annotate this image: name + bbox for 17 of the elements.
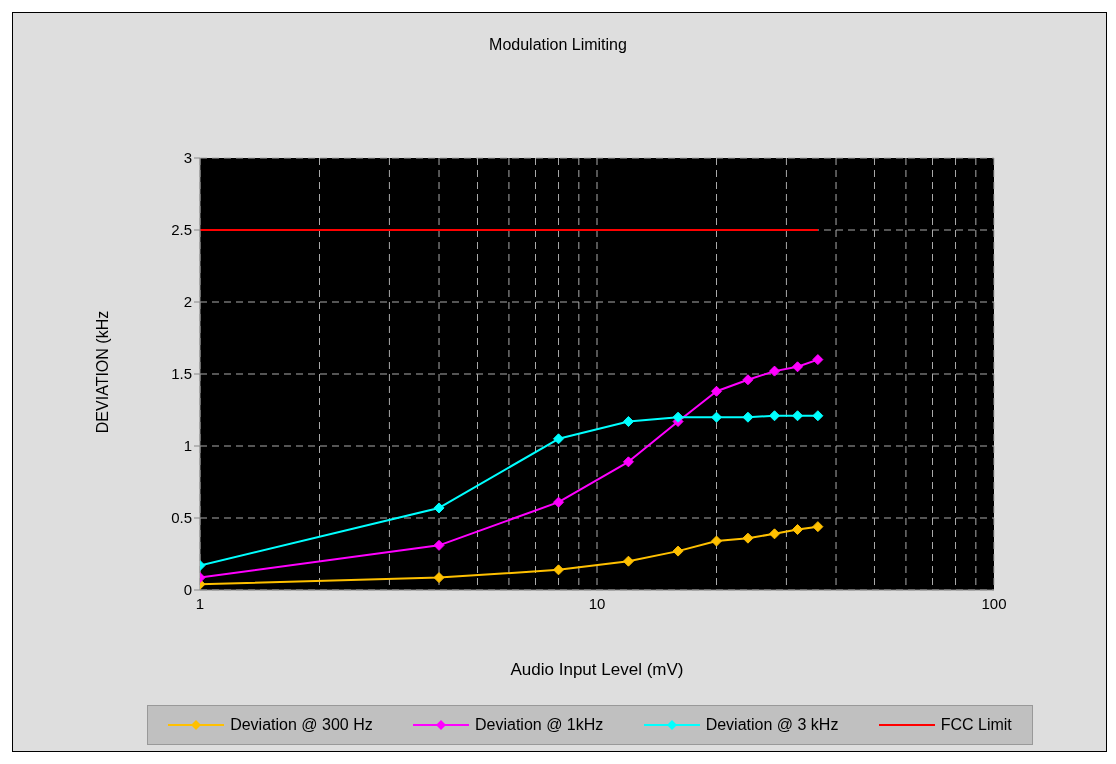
x-tick-label: 10 — [588, 594, 606, 612]
x-axis-title: Audio Input Level (mV) — [509, 660, 685, 680]
legend-label: Deviation @ 1kHz — [475, 716, 604, 734]
legend-label: Deviation @ 300 Hz — [230, 716, 373, 734]
y-tick-label: 3 — [183, 149, 192, 167]
x-tick-label: 1 — [195, 594, 205, 612]
chart-title: Modulation Limiting — [488, 36, 628, 54]
y-tick-label: 0.5 — [171, 509, 192, 527]
y-tick-label: 0 — [183, 581, 192, 599]
y-tick-label: 1.5 — [171, 365, 192, 383]
y-tick-label: 1 — [183, 437, 192, 455]
y-axis-title: DEVIATION (kHz — [94, 309, 112, 436]
x-tick-label: 100 — [981, 594, 1007, 612]
legend-label: Deviation @ 3 kHz — [705, 716, 839, 734]
y-tick-label: 2 — [183, 293, 192, 311]
y-tick-label: 2.5 — [171, 221, 192, 239]
legend-label: FCC Limit — [940, 716, 1012, 734]
